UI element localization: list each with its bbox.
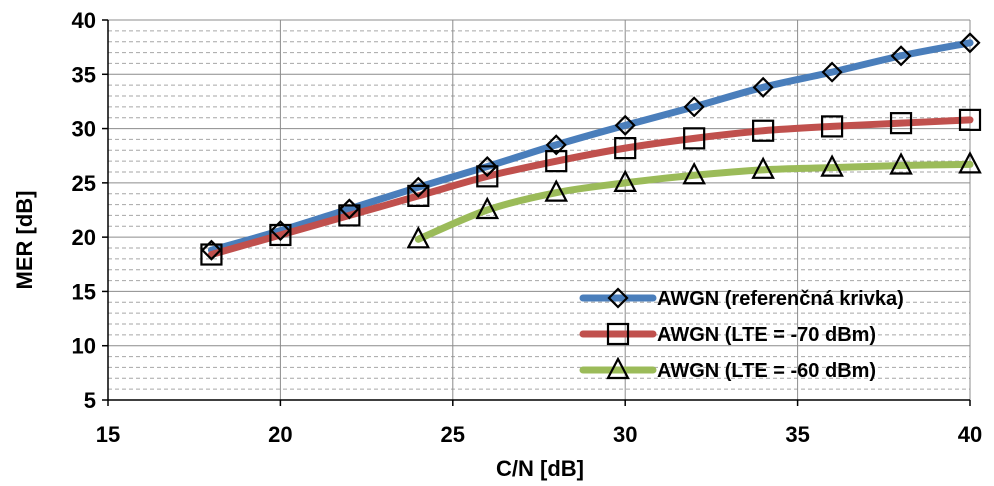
x-tick-label: 20 xyxy=(268,422,292,447)
x-tick-label: 30 xyxy=(613,422,637,447)
x-tick-label: 35 xyxy=(785,422,809,447)
axes xyxy=(102,20,970,406)
legend-label-3: AWGN (LTE = -60 dBm) xyxy=(657,360,876,382)
y-tick-label: 10 xyxy=(72,334,96,359)
y-tick-label: 35 xyxy=(72,62,96,87)
y-tick-label: 5 xyxy=(84,388,96,413)
x-tick-label: 25 xyxy=(441,422,465,447)
y-tick-label: 15 xyxy=(72,279,96,304)
legend: AWGN (referenčná krivka) AWGN (LTE = -70 … xyxy=(583,288,904,382)
y-tick-label: 30 xyxy=(72,117,96,142)
legend-label-1: AWGN (referenčná krivka) xyxy=(657,288,904,310)
x-tick-label: 40 xyxy=(958,422,982,447)
y-tick-label: 20 xyxy=(72,225,96,250)
y-axis-title: MER [dB] xyxy=(12,191,37,290)
x-tick-label: 15 xyxy=(96,422,120,447)
legend-label-2: AWGN (LTE = -70 dBm) xyxy=(657,324,876,346)
y-tick-label: 40 xyxy=(72,8,96,33)
x-axis-title: C/N [dB] xyxy=(496,456,584,481)
y-tick-label: 25 xyxy=(72,171,96,196)
series-markers xyxy=(201,34,980,265)
